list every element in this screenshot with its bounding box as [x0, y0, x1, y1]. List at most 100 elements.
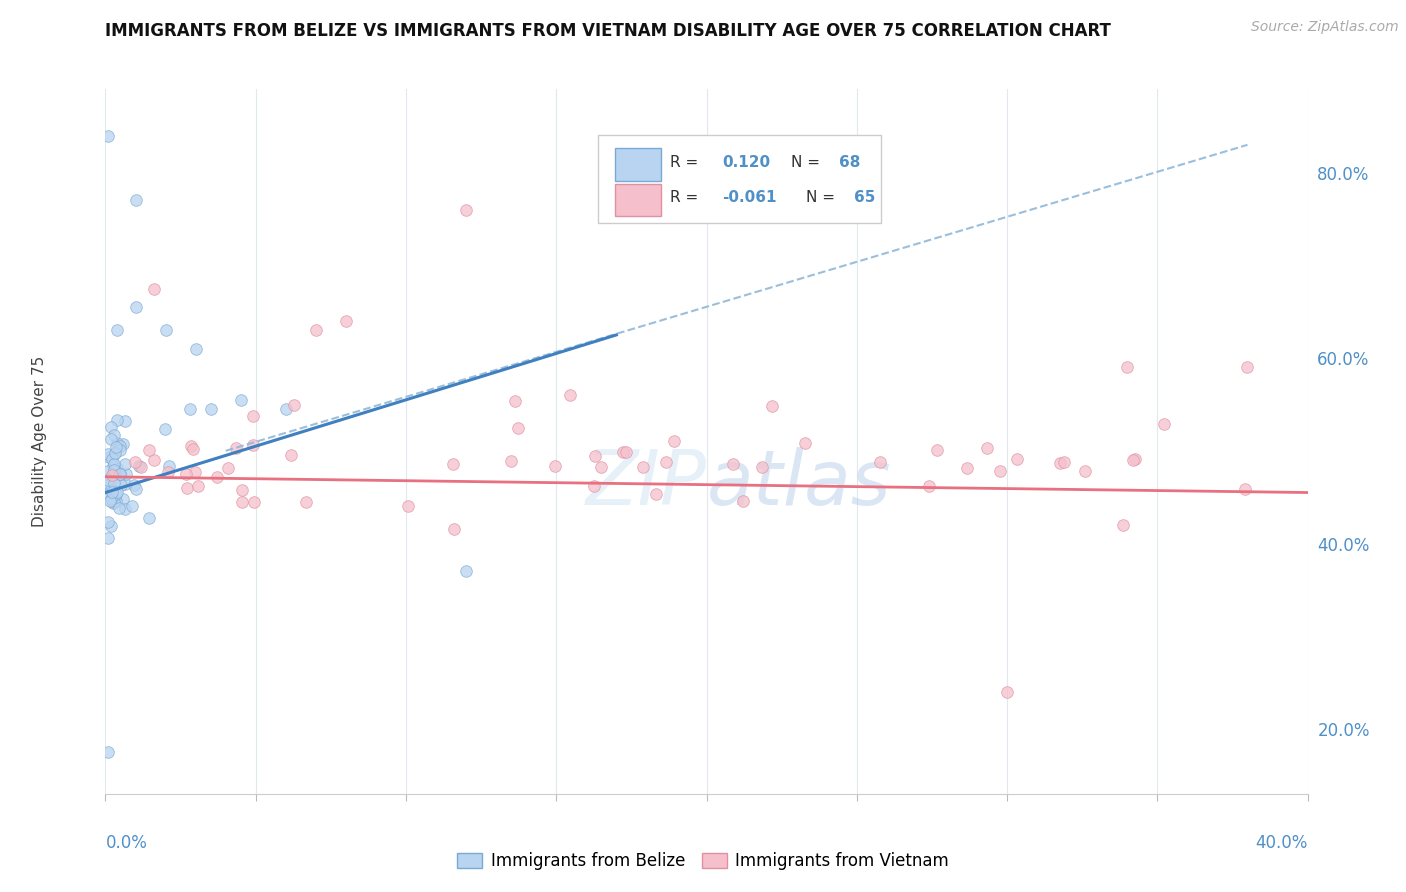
- Point: [108, 467, 131, 481]
- Point: [956, 461, 979, 475]
- Point: [110, 443, 132, 458]
- Point: [499, 453, 522, 467]
- Point: [1153, 417, 1175, 432]
- Point: [97, 745, 120, 759]
- Point: [662, 434, 685, 449]
- Point: [503, 394, 526, 409]
- Point: [612, 445, 634, 459]
- Point: [1005, 452, 1028, 467]
- Point: [97, 464, 120, 478]
- Point: [114, 467, 136, 482]
- Point: [107, 323, 129, 337]
- Point: [114, 414, 136, 428]
- Point: [187, 479, 209, 493]
- Point: [114, 477, 136, 491]
- Point: [200, 402, 222, 417]
- Point: [103, 495, 125, 509]
- Point: [731, 494, 754, 508]
- Point: [103, 475, 125, 490]
- Point: [138, 511, 160, 525]
- Text: R =: R =: [671, 190, 699, 205]
- Point: [98, 476, 121, 491]
- Point: [128, 458, 150, 473]
- Point: [184, 466, 207, 480]
- Point: [508, 421, 530, 435]
- Point: [97, 489, 120, 503]
- Point: [231, 483, 253, 497]
- Point: [142, 452, 165, 467]
- Point: [97, 128, 120, 143]
- Point: [114, 457, 136, 471]
- Point: [103, 491, 125, 506]
- Text: Disability Age Over 75: Disability Age Over 75: [32, 356, 46, 527]
- Point: [583, 450, 606, 464]
- Point: [97, 531, 120, 545]
- Point: [180, 439, 202, 453]
- Text: -0.061: -0.061: [723, 190, 776, 205]
- Text: Source: ZipAtlas.com: Source: ZipAtlas.com: [1251, 20, 1399, 34]
- Text: R =: R =: [671, 155, 699, 170]
- Point: [97, 515, 120, 529]
- Point: [614, 445, 637, 459]
- Point: [114, 501, 136, 516]
- Point: [98, 450, 121, 465]
- Point: [100, 485, 122, 500]
- Point: [131, 459, 153, 474]
- Point: [124, 194, 146, 208]
- Point: [138, 443, 160, 458]
- Point: [305, 323, 328, 337]
- Point: [100, 483, 122, 498]
- Point: [396, 499, 419, 513]
- Point: [124, 455, 146, 469]
- Point: [655, 455, 678, 469]
- Point: [108, 439, 131, 453]
- Point: [761, 399, 783, 413]
- Point: [100, 491, 122, 506]
- Point: [443, 522, 465, 536]
- Point: [918, 478, 941, 492]
- Point: [454, 565, 477, 579]
- Point: [157, 466, 180, 480]
- Legend: Immigrants from Belize, Immigrants from Vietnam: Immigrants from Belize, Immigrants from …: [450, 846, 956, 877]
- Point: [105, 440, 128, 454]
- Text: N =: N =: [790, 155, 820, 170]
- FancyBboxPatch shape: [616, 148, 661, 181]
- Point: [142, 281, 165, 295]
- FancyBboxPatch shape: [616, 184, 661, 216]
- Text: ZIP: ZIP: [586, 447, 707, 521]
- Point: [176, 481, 198, 495]
- Point: [108, 467, 131, 481]
- Point: [583, 478, 606, 492]
- Text: 68: 68: [839, 155, 860, 170]
- Point: [1053, 455, 1076, 469]
- Point: [793, 435, 815, 450]
- Text: 0.120: 0.120: [723, 155, 770, 170]
- Point: [100, 519, 122, 533]
- Point: [1122, 453, 1144, 467]
- Point: [283, 398, 305, 412]
- Point: [995, 685, 1018, 699]
- Point: [108, 500, 131, 515]
- Text: 40.0%: 40.0%: [1256, 834, 1308, 852]
- Point: [124, 300, 146, 314]
- Point: [176, 467, 198, 481]
- Point: [112, 491, 135, 506]
- Point: [295, 495, 318, 509]
- Point: [976, 441, 998, 455]
- Point: [97, 474, 120, 488]
- Point: [225, 441, 247, 455]
- Point: [100, 432, 122, 446]
- Point: [122, 478, 145, 492]
- Point: [229, 392, 252, 407]
- Point: [97, 448, 120, 462]
- Point: [100, 468, 122, 483]
- Point: [153, 421, 176, 435]
- Point: [631, 459, 654, 474]
- Text: 65: 65: [855, 190, 876, 205]
- Point: [988, 464, 1011, 478]
- Point: [107, 461, 129, 475]
- Point: [101, 458, 124, 473]
- Point: [1236, 360, 1258, 375]
- Point: [121, 499, 143, 513]
- Point: [243, 495, 266, 509]
